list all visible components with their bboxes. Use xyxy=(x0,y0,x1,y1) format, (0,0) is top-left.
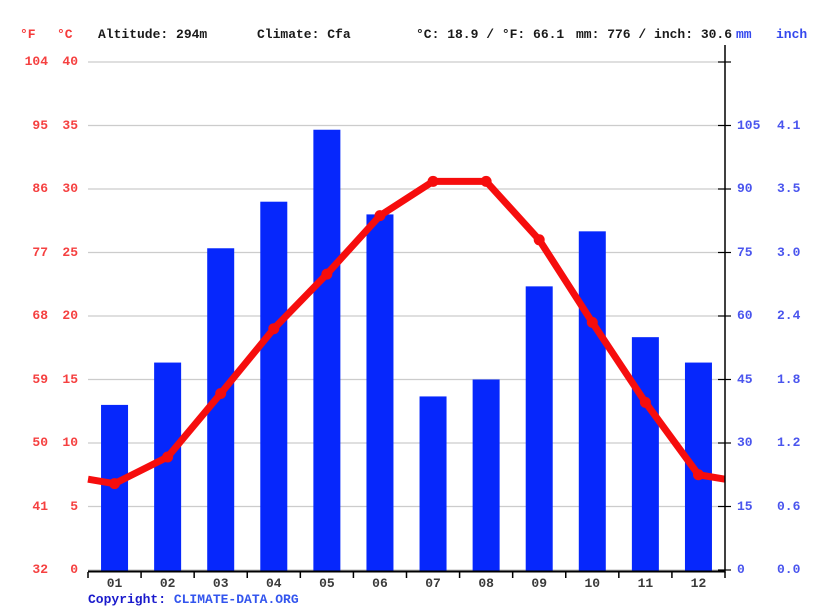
left-axis-celsius-tick: 0 xyxy=(70,562,78,577)
right-axis-inch-tick: 3.0 xyxy=(777,244,801,260)
right-axis-inch-tick: 3.5 xyxy=(777,181,801,196)
temperature-point xyxy=(639,396,651,408)
header-fahrenheit-unit: °F xyxy=(20,27,36,42)
x-axis-month-label: 01 xyxy=(106,576,123,591)
x-axis-month-label: 05 xyxy=(319,576,335,591)
right-axis-inch-tick: 1.8 xyxy=(777,371,801,387)
right-axis-inch-tick: 4.1 xyxy=(777,117,801,133)
right-axis-inch-tick: 1.2 xyxy=(777,435,801,450)
left-axis-fahrenheit-tick: 68 xyxy=(32,308,48,323)
precipitation-bar xyxy=(419,396,447,571)
temperature-point xyxy=(427,175,439,187)
x-axis-month-label: 04 xyxy=(265,576,282,591)
copyright-link[interactable]: CLIMATE-DATA.ORG xyxy=(173,592,299,607)
header-inch-unit: inch xyxy=(776,27,808,42)
left-axis-fahrenheit-tick: 50 xyxy=(32,435,48,450)
x-axis-month-label: 03 xyxy=(212,576,229,591)
left-axis-celsius-tick: 5 xyxy=(70,498,78,514)
x-axis-month-label: 12 xyxy=(690,576,707,591)
temperature-point xyxy=(321,268,333,280)
precipitation-bar xyxy=(366,214,394,571)
left-axis-celsius-tick: 15 xyxy=(62,371,78,387)
header-precip-summary: mm: 776 / inch: 30.6 xyxy=(576,27,733,42)
temperature-point xyxy=(215,387,227,399)
x-axis-month-label: 08 xyxy=(478,576,494,591)
temperature-point xyxy=(374,210,386,222)
temperature-point xyxy=(109,478,121,490)
header-temp-summary: °C: 18.9 / °F: 66.1 xyxy=(416,27,565,42)
copyright-prefix: Copyright: xyxy=(88,592,174,607)
right-axis-mm-tick: 0 xyxy=(737,562,745,577)
left-axis-fahrenheit-tick: 86 xyxy=(32,181,48,196)
right-axis-mm-tick: 90 xyxy=(737,181,753,196)
x-axis-month-label: 02 xyxy=(159,576,176,591)
right-axis-mm-tick: 15 xyxy=(737,498,753,514)
right-axis-inch-tick: 0.0 xyxy=(777,562,801,577)
temperature-point xyxy=(162,451,174,463)
left-axis-celsius-tick: 10 xyxy=(62,435,78,450)
temperature-point xyxy=(480,175,492,187)
header-mm-unit: mm xyxy=(736,27,752,42)
x-axis-month-label: 10 xyxy=(584,576,601,591)
precipitation-bar xyxy=(260,201,288,571)
copyright-line: Copyright: CLIMATE-DATA.ORG xyxy=(88,592,299,607)
left-axis-fahrenheit-tick: 77 xyxy=(32,244,48,260)
precipitation-bar xyxy=(472,379,500,571)
right-axis-mm-tick: 75 xyxy=(737,244,753,260)
right-axis-mm-tick: 60 xyxy=(737,308,753,323)
left-axis-fahrenheit-tick: 32 xyxy=(32,562,48,577)
left-axis-fahrenheit-tick: 104 xyxy=(24,54,48,69)
x-axis-month-label: 09 xyxy=(531,576,547,591)
precipitation-bar xyxy=(525,286,553,571)
precipitation-bar xyxy=(313,129,341,571)
left-axis-celsius-tick: 40 xyxy=(62,54,78,69)
left-axis-celsius-tick: 35 xyxy=(62,117,78,133)
precipitation-bar xyxy=(631,337,659,571)
temperature-point xyxy=(586,316,598,328)
right-axis-inch-tick: 2.4 xyxy=(777,308,801,323)
left-axis-fahrenheit-tick: 59 xyxy=(32,371,48,387)
header-altitude: Altitude: 294m xyxy=(98,27,208,42)
x-axis-month-label: 07 xyxy=(425,576,441,591)
header-celsius-unit: °C xyxy=(57,27,73,42)
left-axis-fahrenheit-tick: 41 xyxy=(32,498,48,514)
x-axis-month-label: 11 xyxy=(637,576,654,591)
right-axis-mm-tick: 105 xyxy=(737,117,761,133)
precipitation-bar xyxy=(578,231,606,572)
right-axis-mm-tick: 30 xyxy=(737,435,753,450)
header-climate-class: Climate: Cfa xyxy=(257,27,351,42)
x-axis-month-label: 06 xyxy=(372,576,388,591)
precipitation-bar xyxy=(154,362,182,571)
temperature-point xyxy=(533,234,545,246)
left-axis-celsius-tick: 25 xyxy=(62,244,78,260)
temperature-point xyxy=(692,469,704,481)
right-axis-mm-tick: 45 xyxy=(737,371,753,387)
temperature-line xyxy=(87,177,726,488)
temperature-point xyxy=(268,323,280,335)
right-axis-inch-tick: 0.6 xyxy=(777,498,801,514)
left-axis-fahrenheit-tick: 95 xyxy=(32,117,48,133)
left-axis-celsius-tick: 20 xyxy=(62,308,78,323)
left-axis-celsius-tick: 30 xyxy=(62,181,78,196)
